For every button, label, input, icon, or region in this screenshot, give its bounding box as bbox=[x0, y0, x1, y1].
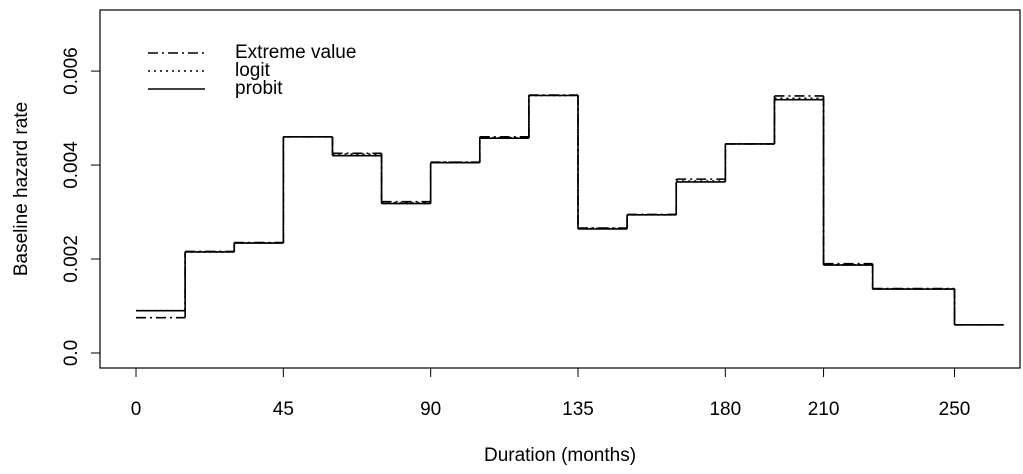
x-tick-label: 180 bbox=[709, 399, 741, 420]
step-riser bbox=[184, 95, 956, 325]
x-tick-label: 0 bbox=[131, 399, 142, 420]
x-tick-label: 90 bbox=[420, 399, 441, 420]
x-tick-label: 45 bbox=[273, 399, 294, 420]
legend-label: Extreme value bbox=[235, 42, 356, 63]
step-riser bbox=[184, 95, 956, 325]
y-tick-label: 0.0 bbox=[61, 340, 82, 366]
legend-label: logit bbox=[235, 60, 271, 81]
y-axis-title: Baseline hazard rate bbox=[11, 102, 32, 276]
y-tick-label: 0.002 bbox=[61, 235, 82, 283]
y-tick-label: 0.004 bbox=[61, 141, 82, 189]
x-tick-label: 250 bbox=[939, 399, 971, 420]
legend-label: probit bbox=[235, 78, 283, 99]
x-tick-label: 135 bbox=[562, 399, 594, 420]
y-tick-label: 0.006 bbox=[61, 47, 82, 95]
x-tick-label: 210 bbox=[808, 399, 840, 420]
x-axis-title: Duration (months) bbox=[484, 445, 636, 466]
step-riser bbox=[184, 95, 956, 325]
